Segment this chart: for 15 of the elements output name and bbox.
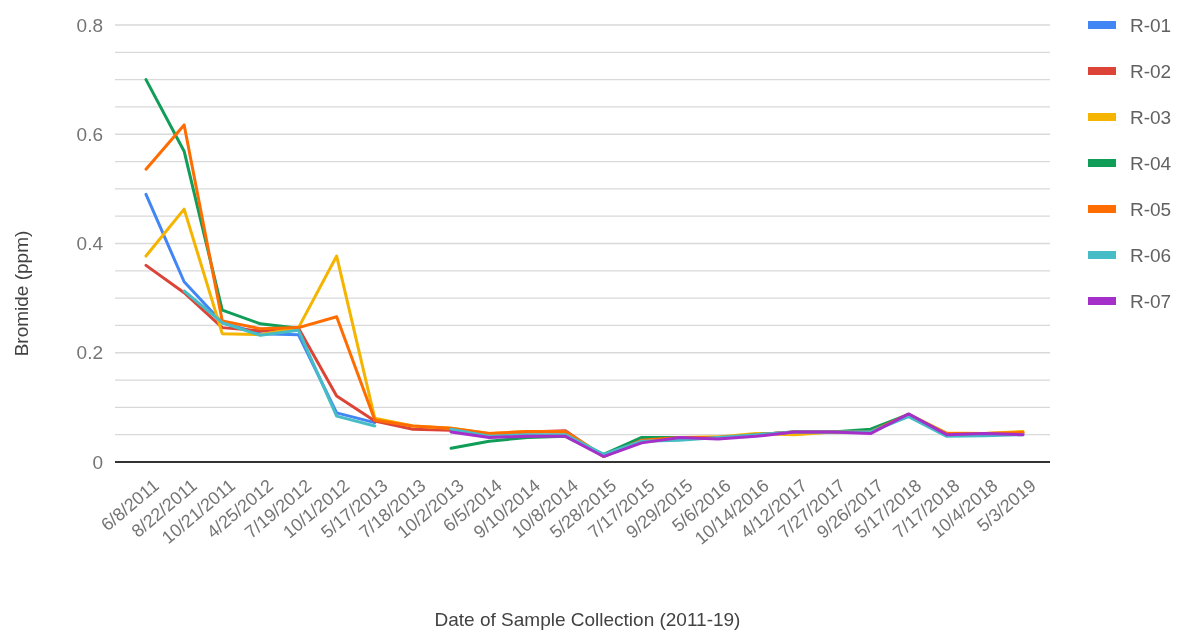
x-axis-title: Date of Sample Collection (2011-19) xyxy=(434,609,741,630)
y-tick-label: 0.4 xyxy=(76,233,104,255)
legend-label: R-02 xyxy=(1130,60,1172,82)
legend-label: R-07 xyxy=(1130,290,1172,312)
y-axis-title: Bromide (ppm) xyxy=(11,230,32,357)
legend-label: R-06 xyxy=(1130,244,1172,266)
y-tick-label: 0 xyxy=(92,451,103,473)
legend-label: R-04 xyxy=(1130,152,1172,174)
legend-label: R-05 xyxy=(1130,198,1172,220)
y-tick-label: 0.6 xyxy=(76,123,103,145)
y-tick-label: 0.2 xyxy=(76,342,103,364)
legend-label: R-03 xyxy=(1130,106,1172,128)
legend-label: R-01 xyxy=(1130,14,1172,36)
y-tick-label: 0.8 xyxy=(76,14,103,36)
line-series xyxy=(449,412,1025,459)
